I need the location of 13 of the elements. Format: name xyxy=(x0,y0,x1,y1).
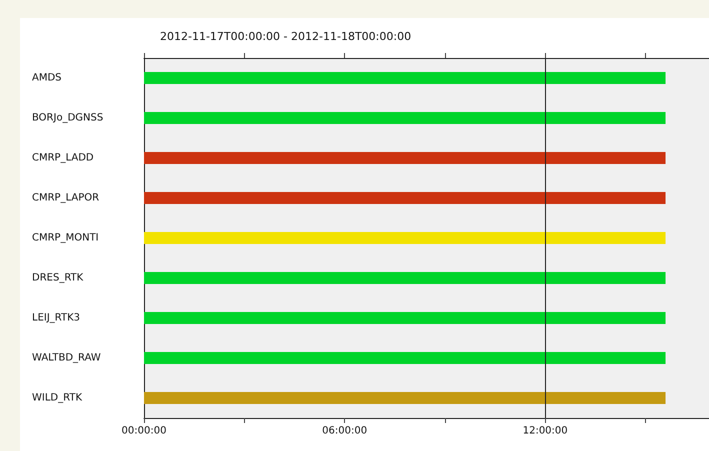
y-tick-label: CMRP_LAPOR xyxy=(32,192,100,204)
y-tick-label: CMRP_LADD xyxy=(32,152,94,164)
y-tick-label: CMRP_MONTI xyxy=(32,232,99,244)
y-tick-label: WALTBD_RAW xyxy=(32,352,101,364)
chart-title: 2012-11-17T00:00:00 - 2012-11-18T00:00:00 xyxy=(160,30,412,43)
x-tick-label: 06:00:00 xyxy=(322,426,368,436)
x-tick-label: 12:00:00 xyxy=(522,426,568,436)
y-tick-label: AMDS xyxy=(32,72,62,84)
y-tick-label: WILD_RTK xyxy=(32,392,82,404)
x-tick-label: 00:00:00 xyxy=(122,426,166,436)
y-tick-label: LEIJ_RTK3 xyxy=(32,312,80,324)
y-tick-label: DRES_RTK xyxy=(32,272,84,284)
y-tick-label: BORJo_DGNSS xyxy=(32,112,104,124)
